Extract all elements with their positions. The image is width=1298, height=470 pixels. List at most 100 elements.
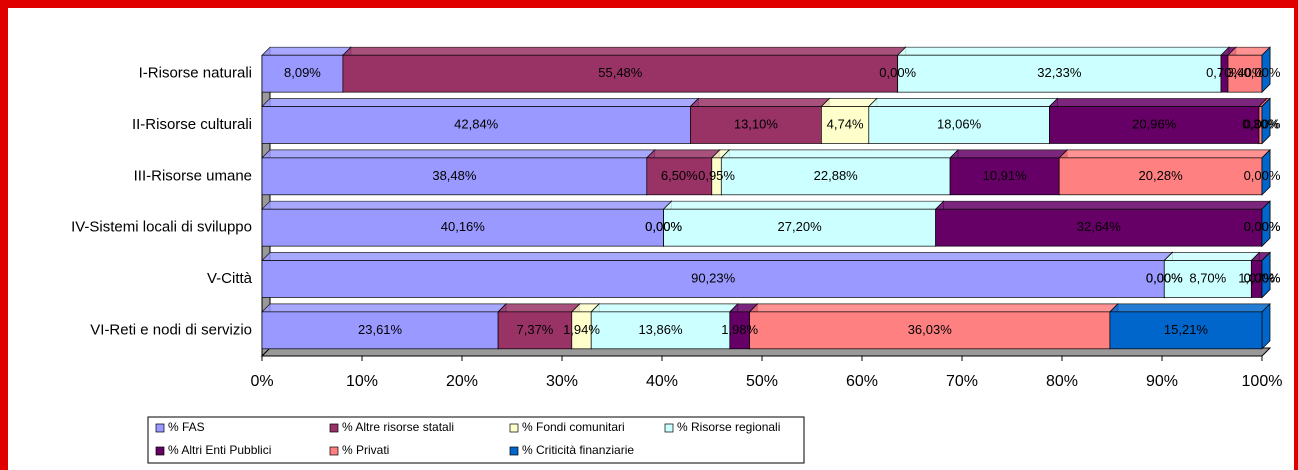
- value-label: 0,00%: [1244, 219, 1281, 234]
- value-label: 0,70%: [1206, 65, 1243, 80]
- value-label: 23,61%: [358, 322, 403, 337]
- value-label: 32,64%: [1077, 219, 1122, 234]
- bar-side: [1261, 200, 1271, 247]
- value-label: 0,00%: [879, 65, 916, 80]
- bar: [868, 106, 1050, 144]
- value-label: 0,00%: [1146, 270, 1183, 285]
- bar-top: [1109, 303, 1271, 313]
- value-label: 42,84%: [454, 116, 499, 131]
- legend-swatch: [329, 423, 339, 433]
- value-label: 0,30%: [1242, 116, 1279, 131]
- bar: [720, 157, 951, 196]
- value-label: 0,00%: [1244, 219, 1281, 234]
- bar: [261, 260, 1165, 298]
- value-label: 36,03%: [908, 322, 953, 337]
- x-tick-label: 60%: [846, 373, 878, 390]
- category-label: I-Risorse naturali: [139, 65, 252, 82]
- bar: [1163, 260, 1252, 298]
- bar: [261, 311, 499, 350]
- value-label: 90,23%: [691, 270, 736, 285]
- legend-box: [147, 416, 805, 464]
- x-tick-label: 0%: [250, 373, 273, 390]
- legend-label: % Altre risorse statali: [342, 420, 454, 434]
- value-label: 20,28%: [1139, 168, 1184, 183]
- value-label: 13,10%: [734, 116, 779, 131]
- value-label: 55,48%: [598, 65, 643, 80]
- value-label: 0,00%: [645, 219, 682, 234]
- legend-swatch: [509, 423, 519, 433]
- value-label: 13,86%: [638, 322, 683, 337]
- value-label: 40,16%: [441, 219, 486, 234]
- bar-top: [1058, 149, 1271, 159]
- bar-top: [662, 200, 945, 210]
- value-label: 27,20%: [778, 219, 823, 234]
- legend-swatch: [155, 423, 165, 433]
- x-tick-label: 40%: [646, 373, 678, 390]
- legend-label: % Criticità finanziarie: [522, 443, 634, 457]
- bar-top: [1163, 252, 1261, 261]
- bar-side: [1261, 46, 1271, 93]
- bar: [949, 157, 1060, 196]
- bar: [663, 208, 936, 247]
- bar-top: [1048, 98, 1268, 107]
- value-label: 4,74%: [827, 116, 864, 131]
- category-label: III-Risorse umane: [134, 167, 252, 184]
- bar-top: [261, 98, 700, 107]
- value-label: 0,00%: [1244, 270, 1281, 285]
- bar: [261, 208, 664, 247]
- bar-top: [497, 303, 581, 313]
- bar: [497, 311, 573, 350]
- bar-top: [261, 46, 352, 56]
- bar-top: [867, 98, 1059, 107]
- value-label: 1,07%: [1238, 270, 1275, 285]
- value-label: 0,00%: [1244, 168, 1281, 183]
- x-tick-label: 10%: [346, 373, 378, 390]
- value-label: 18,06%: [937, 116, 982, 131]
- value-label: 0,00%: [1244, 116, 1281, 131]
- value-label: 10,91%: [983, 168, 1028, 183]
- bar: [261, 106, 691, 144]
- bar: [261, 157, 648, 196]
- x-tick-label: 50%: [746, 373, 778, 390]
- bar-side: [1261, 149, 1271, 196]
- bar-side: [1261, 303, 1271, 350]
- value-label: 15,21%: [1164, 322, 1209, 337]
- bar-top: [896, 46, 1230, 56]
- legend-swatch: [155, 446, 165, 456]
- x-tick-label: 80%: [1046, 373, 1078, 390]
- legend-label: % Privati: [342, 443, 389, 457]
- value-label: 1,98%: [721, 322, 758, 337]
- category-label: II-Risorse culturali: [132, 116, 252, 133]
- bar-top: [342, 46, 907, 56]
- value-label: 0,95%: [698, 168, 735, 183]
- bar: [749, 311, 1111, 350]
- bar: [590, 311, 731, 350]
- bar-top: [820, 98, 878, 107]
- bar-top: [645, 149, 721, 159]
- x-tick-label: 100%: [1242, 373, 1283, 390]
- value-label: 20,96%: [1132, 116, 1177, 131]
- bar-side: [1261, 97, 1271, 145]
- x-tick-label: 30%: [546, 373, 578, 390]
- legend-swatch: [509, 446, 519, 456]
- bar-top: [261, 200, 673, 210]
- bar: [897, 54, 1222, 93]
- bar-top: [748, 303, 1119, 313]
- legend-swatch: [329, 446, 339, 456]
- value-label: 8,09%: [284, 65, 321, 80]
- bar: [1058, 157, 1263, 196]
- bar: [342, 54, 899, 93]
- category-label: V-Città: [207, 270, 253, 287]
- x-tick-label: 20%: [446, 373, 478, 390]
- bar: [821, 106, 870, 144]
- legend-label: % Altri Enti Pubblici: [168, 443, 271, 457]
- x-tick-label: 70%: [946, 373, 978, 390]
- bar-top: [261, 303, 507, 313]
- bar: [261, 54, 344, 93]
- bar-top: [261, 252, 1174, 261]
- category-label: VI-Reti e nodi di servizio: [90, 321, 252, 338]
- bar: [1049, 106, 1260, 144]
- category-label: IV-Sistemi locali di sviluppo: [71, 219, 252, 236]
